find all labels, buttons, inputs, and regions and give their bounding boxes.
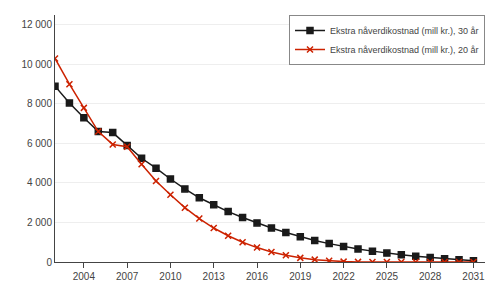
svg-text:8 000: 8 000 (27, 98, 52, 109)
svg-text:2013: 2013 (203, 271, 226, 282)
svg-text:2025: 2025 (376, 271, 399, 282)
svg-text:Ekstra nåverdikostnad (mill kr: Ekstra nåverdikostnad (mill kr.), 20 år (330, 45, 479, 55)
svg-text:2028: 2028 (419, 271, 442, 282)
svg-text:Ekstra nåverdikostnad (mill kr: Ekstra nåverdikostnad (mill kr.), 30 år (330, 26, 479, 36)
svg-text:2004: 2004 (73, 271, 96, 282)
svg-text:2 000: 2 000 (27, 217, 52, 228)
svg-text:4 000: 4 000 (27, 177, 52, 188)
svg-text:2007: 2007 (116, 271, 139, 282)
svg-text:2031: 2031 (462, 271, 485, 282)
svg-text:0: 0 (46, 257, 52, 268)
svg-text:2022: 2022 (332, 271, 355, 282)
svg-text:2016: 2016 (246, 271, 269, 282)
svg-text:6 000: 6 000 (27, 138, 52, 149)
svg-text:12 000: 12 000 (21, 19, 52, 30)
svg-text:2010: 2010 (159, 271, 182, 282)
svg-text:10 000: 10 000 (21, 59, 52, 70)
svg-text:2019: 2019 (289, 271, 312, 282)
